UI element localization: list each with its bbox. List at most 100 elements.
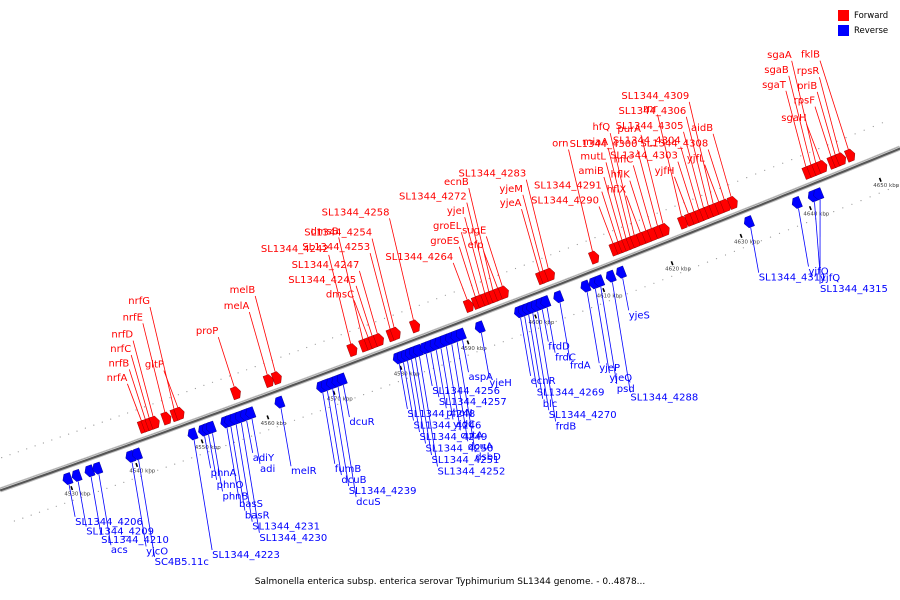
guide-dot-upper [881,122,884,124]
guide-dot-upper [854,133,856,135]
leader-line [462,340,469,373]
guide-dot-upper [692,198,694,200]
gene-label: SL1344_4251 [432,455,500,466]
leader-line [750,227,760,273]
leader-line [226,428,240,500]
gene-SL1344_4288 [605,269,617,283]
guide-dot-upper [143,406,146,408]
gene-label: SL1344_4254 [304,228,372,239]
guide-dot-upper [254,366,256,368]
guide-dot-upper [701,194,703,197]
gene-label: SL1344_4248 [407,409,475,420]
guide-dot-upper [34,445,36,447]
leader-line [399,364,408,410]
guide-dot-upper [288,353,291,355]
guide-dot-upper [737,180,739,182]
guide-dot-lower [706,261,709,263]
leader-line [371,238,395,328]
tick-mark [878,177,882,182]
guide-dot-lower [72,499,74,501]
guide-dot-upper [357,327,360,329]
guide-dot-lower [182,460,184,462]
tick-mark [602,287,606,293]
guide-dot-lower [529,331,531,333]
gene-label: efp [468,240,484,251]
gene-label: dsbD [475,452,501,463]
guide-dot-lower [878,192,880,194]
leader-line [798,208,809,267]
guide-dot-upper [674,205,676,207]
leader-line [806,123,821,162]
guide-dot-lower [30,514,32,516]
guide-dot-lower [165,466,167,468]
guide-dot-lower [302,416,304,418]
guide-dot-upper [76,430,78,432]
guide-dot-upper [621,226,623,228]
leader-line [632,165,652,229]
gene-label: frdC [555,353,576,364]
guide-dot-upper [152,403,154,405]
leader-line [254,295,276,373]
guide-dot-lower [546,324,549,326]
gene-label: yjfH [655,166,675,177]
guide-dot-lower [423,371,426,373]
leader-line [819,77,840,154]
guide-dot-lower [715,258,718,260]
leader-line [466,202,490,292]
guide-dot-lower [225,444,227,447]
leader-line [559,302,571,361]
legend-reverse: Reverse [838,23,900,38]
guide-dot-lower [415,374,417,376]
guide-dot-lower [511,337,513,339]
guide-dot-lower [199,454,201,456]
gene-dcuR [336,372,348,386]
tick-label: 4550 kbp [195,445,221,451]
backbone-highlight [0,146,900,490]
gene-label: dcuA [468,441,493,452]
gene-SL1344_4247 [372,333,384,347]
gene-SL1344_4242 [346,343,358,358]
gene-SL1344_4254 [389,326,401,341]
gene-label: yjcO [146,546,168,557]
leader-line [230,426,246,511]
tick-label: 4630 kbp [734,239,760,245]
guide-dot-lower [55,505,57,507]
gene-label: SL1344_4247 [292,260,360,271]
guide-dot-upper [306,346,308,349]
gene-label: SL1344_4230 [259,533,327,544]
guide-dot-upper [340,334,342,336]
guide-dot-lower [842,207,844,209]
leader-line [138,460,155,558]
leader-line [819,60,849,150]
guide-dot-lower [689,268,691,270]
guide-dot-upper [375,321,377,323]
guide-dot-upper [479,281,481,283]
guide-dot-upper [246,369,248,371]
leader-line [411,359,426,444]
guide-dot-lower [89,493,91,495]
leader-line [337,387,357,498]
leader-line [435,350,447,409]
gene-sugE [497,285,509,300]
guide-dot-upper [506,271,508,273]
backbone-line [0,146,900,492]
leader-line [246,420,254,453]
gene-label: hflK [611,170,631,181]
leader-line [193,439,213,551]
guide-dot-lower [406,377,408,379]
guide-dot-lower [833,211,835,213]
leader-line [541,309,549,342]
guide-dot-upper [488,278,490,280]
gene-acs [92,461,104,475]
gene-label: mutL [580,151,606,162]
guide-dot-upper [51,439,53,441]
tick-label: 4650 kbp [873,183,899,189]
guide-dot-lower [363,394,365,396]
gene-proP [229,386,241,401]
guide-dot-lower [662,279,664,281]
guide-dot-upper [237,372,239,374]
guide-dot-upper [194,387,196,390]
guide-dot-lower [13,520,15,522]
leader-line [791,60,817,163]
